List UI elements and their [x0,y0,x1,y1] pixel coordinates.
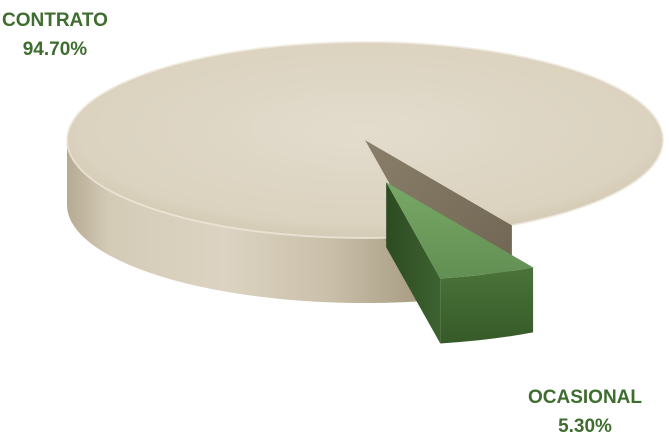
slice-percent-contrato: 94.70% [22,39,88,60]
pie-side-ocasional [440,267,534,344]
pie-top-contrato [67,42,664,239]
slice-name-ocasional: OCASIONAL [528,387,642,408]
slice-label-ocasional: OCASIONAL 5.30% [528,383,642,441]
pie-slice-ocasional [386,182,534,344]
pie-cut-ocasional [386,182,441,344]
slice-percent-ocasional: 5.30% [558,416,612,437]
pie-rim-contrato [66,41,665,240]
pie-side-contrato [66,140,420,304]
slice-name-contrato: CONTRATO [2,10,108,31]
slice-label-contrato: CONTRATO 94.70% [2,6,108,64]
pie-top-ocasional [386,182,534,279]
pie-slice-contrato [66,41,665,304]
